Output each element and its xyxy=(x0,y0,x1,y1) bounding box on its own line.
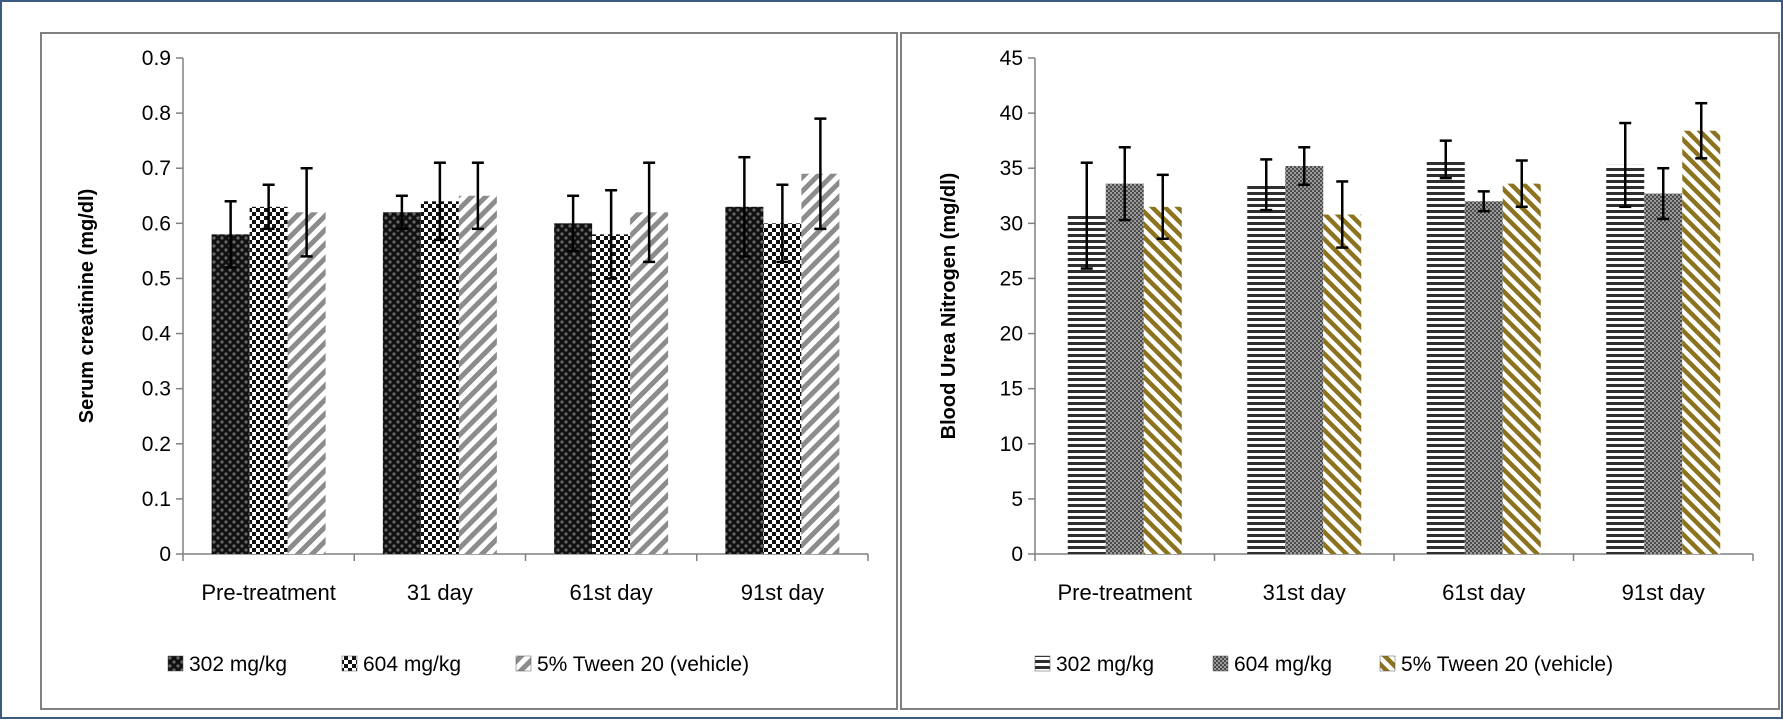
legend-swatch xyxy=(1034,655,1051,672)
legend-swatch xyxy=(1212,655,1229,672)
legend-label: 302 mg/kg xyxy=(189,653,287,676)
bar xyxy=(1502,183,1541,555)
bar xyxy=(211,234,250,554)
bar xyxy=(592,234,631,554)
bar xyxy=(1067,215,1106,554)
y-axis-title: Blood Urea Nitrogen (mg/dl) xyxy=(938,173,960,440)
bar xyxy=(630,212,669,555)
x-tick-label: 31 day xyxy=(407,580,473,605)
bar xyxy=(1105,183,1144,555)
y-tick-label: 30 xyxy=(1000,212,1023,235)
bar xyxy=(382,212,421,555)
legend-swatch xyxy=(1379,655,1396,672)
y-tick-label: 15 xyxy=(1000,378,1023,401)
x-tick-label: Pre-treatment xyxy=(201,580,336,605)
bar xyxy=(1464,201,1503,555)
bar xyxy=(1247,184,1286,554)
y-tick-label: 0.2 xyxy=(142,433,171,456)
legend-swatch xyxy=(515,655,532,672)
chart-blood-urea-nitrogen: 0 5 10 15 20 25 30 35 40 45 Pre-treatment 31st day 6… xyxy=(938,47,1754,676)
y-tick-label: 40 xyxy=(1000,102,1023,125)
y-tick-label: 45 xyxy=(1000,47,1023,70)
bar xyxy=(1143,206,1182,555)
bar xyxy=(1426,159,1465,554)
bar xyxy=(1682,130,1721,554)
legend-swatch xyxy=(341,655,358,672)
bar xyxy=(1606,164,1645,554)
bar xyxy=(1323,214,1362,554)
x-tick-label: 91st day xyxy=(1622,580,1705,605)
y-tick-label: 0.3 xyxy=(142,378,171,401)
y-tick-label: 5 xyxy=(1011,488,1023,511)
legend-label: 302 mg/kg xyxy=(1056,653,1154,676)
bar xyxy=(801,173,840,554)
x-tick-label: 31st day xyxy=(1263,580,1346,605)
legend-label: 5% Tween 20 (vehicle) xyxy=(537,653,749,676)
y-tick-label: 0.1 xyxy=(142,488,171,511)
y-tick-label: 0.6 xyxy=(142,212,171,235)
legend-label: 5% Tween 20 (vehicle) xyxy=(1401,653,1613,676)
bar xyxy=(287,212,326,555)
y-tick-label: 0.8 xyxy=(142,102,171,125)
bar xyxy=(763,223,802,555)
y-tick-label: 0.9 xyxy=(142,47,171,70)
y-axis-title: Serum creatinine (mg/dl) xyxy=(76,189,98,424)
x-tick-label: 61st day xyxy=(570,580,653,605)
x-tick-label: 61st day xyxy=(1442,580,1525,605)
chart-serum-creatinine: 0 0.1 0.2 0.3 0.4 0.5 0.6 0.7 0.8 0.9 Pre-treatmen… xyxy=(76,47,869,676)
y-tick-label: 25 xyxy=(1000,267,1023,290)
y-tick-label: 0.5 xyxy=(142,267,171,290)
bar xyxy=(725,206,764,555)
y-tick-label: 0.7 xyxy=(142,157,171,180)
bar xyxy=(554,223,593,555)
y-tick-label: 0 xyxy=(159,543,171,566)
y-tick-label: 0.4 xyxy=(142,323,172,346)
bar xyxy=(1644,193,1683,554)
legend-swatch xyxy=(167,655,184,672)
y-tick-label: 20 xyxy=(1000,323,1023,346)
y-tick-label: 10 xyxy=(1000,433,1023,456)
y-tick-label: 35 xyxy=(1000,157,1023,180)
x-tick-label: Pre-treatment xyxy=(1058,580,1193,605)
bar xyxy=(1285,166,1324,555)
bar xyxy=(420,201,459,555)
y-tick-label: 0 xyxy=(1011,543,1023,566)
x-tick-label: 91st day xyxy=(741,580,824,605)
legend-label: 604 mg/kg xyxy=(1234,653,1332,676)
bar xyxy=(249,206,288,555)
bar xyxy=(458,195,497,554)
legend-label: 604 mg/kg xyxy=(363,653,461,676)
